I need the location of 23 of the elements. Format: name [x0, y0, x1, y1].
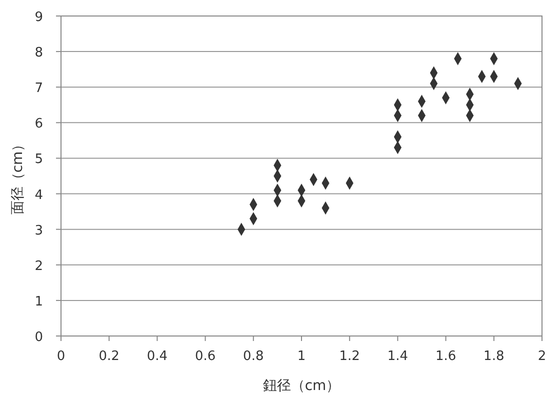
x-tick-label: 0.6 — [194, 349, 216, 364]
y-tick-label: 7 — [34, 81, 43, 96]
x-tick-label: 1.4 — [387, 349, 408, 364]
x-axis-title: 鈕径（cm） — [262, 378, 340, 394]
y-tick-label: 1 — [34, 294, 43, 310]
y-axis-title: 面径（cm） — [10, 137, 26, 215]
y-tick-label: 5 — [34, 152, 43, 168]
x-tick-label: 1.2 — [339, 349, 360, 364]
y-tick-label: 8 — [34, 46, 43, 61]
x-tick-label: 1 — [297, 349, 306, 364]
x-tick-label: 0.2 — [98, 349, 120, 364]
y-tick-label: 0 — [34, 330, 43, 345]
x-tick-label: 0 — [56, 349, 66, 364]
x-tick-label: 0.8 — [243, 349, 264, 364]
x-tick-label: 1.6 — [435, 349, 456, 364]
y-tick-label: 3 — [34, 223, 43, 238]
x-tick-label: 0.4 — [146, 349, 168, 364]
y-tick-label: 9 — [34, 10, 43, 25]
x-tick-label: 1.8 — [484, 349, 504, 364]
y-tick-label: 2 — [34, 258, 43, 274]
x-tick-label: 2 — [538, 349, 546, 364]
y-tick-label: 6 — [34, 116, 43, 132]
y-tick-label: 4 — [34, 188, 43, 203]
